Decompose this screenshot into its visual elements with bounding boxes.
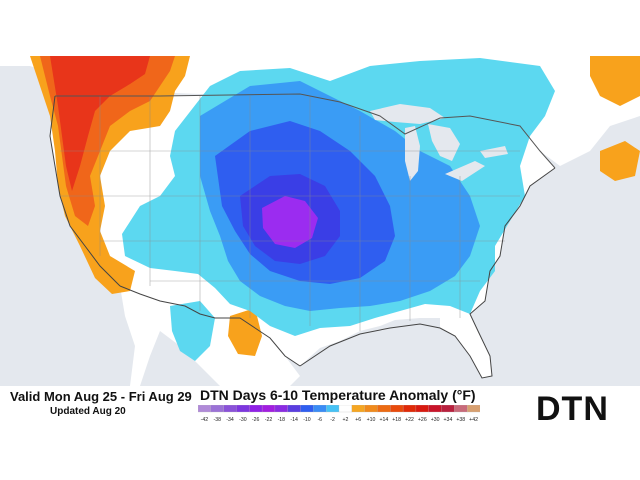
legend-tick-label: -14 [290,417,298,423]
anomaly-map [0,56,640,386]
legend-tick-label: -30 [239,417,247,423]
legend-tick-label: +14 [379,417,388,423]
legend-tick-label: +2 [342,417,348,423]
warm-northeast [590,56,640,106]
us-canada-border [55,93,556,169]
warm-arizona [228,308,262,356]
footer-bar: Valid Mon Aug 25 - Fri Aug 29 Updated Au… [0,386,640,428]
valid-dates: Valid Mon Aug 25 - Fri Aug 29 [10,389,192,404]
legend-tick-label: -34 [226,417,234,423]
legend-swatch [236,405,250,413]
legend-tick-label: -26 [252,417,260,423]
color-scale: -42 -38 -34 -30 -26 -22 -18 -14 -10 -6 -2 +2 +6 +10 +1… [198,405,480,423]
legend-tick-label: -2 [330,417,335,423]
legend-swatch [467,405,480,413]
legend-tick-label: -6 [317,417,322,423]
warm-maritimes [600,141,640,181]
us-mexico-border [119,285,301,367]
legend-swatch [390,405,404,413]
lake-superior [370,104,445,124]
legend-tick-label: +6 [355,417,361,423]
legend-swatch [300,405,314,413]
updated-date: Updated Aug 20 [50,406,126,417]
legend-swatch [274,405,289,413]
map-title: DTN Days 6-10 Temperature Anomaly (°F) [200,387,476,403]
legend-swatch [287,405,302,413]
legend-tick-label: -42 [201,417,209,423]
legend-tick-label: +42 [469,417,478,423]
florida [440,314,492,378]
cold-core [262,196,318,248]
state-borders [60,96,520,331]
gulf-of-mexico [315,324,480,386]
cold-light-south [170,301,215,361]
dtn-logo: DTN [536,390,609,428]
legend-tick-label: +22 [405,417,414,423]
legend-swatch [402,405,417,413]
legend-swatch [377,405,391,413]
legend-tick-label: -18 [278,417,286,423]
legend-tick-label: -22 [265,417,273,423]
legend-swatch [428,405,442,413]
legend-tick-label: +30 [431,417,440,423]
legend-tick-label: +26 [418,417,427,423]
warm-deep-northwest [50,56,150,191]
legend-tick-label: +18 [392,417,401,423]
legend-swatch [454,405,468,413]
legend-swatch [364,405,378,413]
legend-swatch [441,405,455,413]
lake-huron [428,124,460,161]
legend-swatch [210,405,225,413]
legend-swatch [198,405,212,413]
lake-erie [445,161,485,181]
legend-swatch [313,405,327,413]
legend-swatch [351,405,366,413]
legend-swatch [326,405,340,413]
legend-tick-label: +10 [367,417,376,423]
lake-ontario [480,146,508,158]
legend-swatch [223,405,237,413]
us-coastline [49,95,556,379]
legend-swatch [261,405,276,413]
legend-tick-label: +38 [456,417,465,423]
lake-michigan [405,126,420,181]
legend-swatch [415,405,430,413]
legend-tick-label: -10 [303,417,311,423]
legend-swatch [338,405,353,413]
legend-tick-label: +34 [444,417,453,423]
legend-tick-label: -38 [213,417,221,423]
legend-swatch [249,405,263,413]
